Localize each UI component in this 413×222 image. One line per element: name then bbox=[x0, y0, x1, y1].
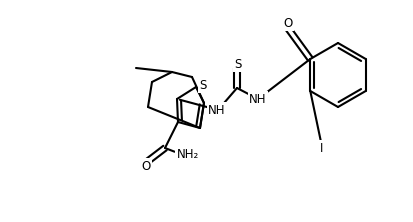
Text: O: O bbox=[141, 159, 150, 172]
Text: NH: NH bbox=[249, 93, 266, 105]
Text: NH: NH bbox=[208, 103, 225, 117]
Text: S: S bbox=[234, 57, 241, 71]
Text: I: I bbox=[320, 141, 323, 155]
Text: O: O bbox=[282, 16, 292, 30]
Text: S: S bbox=[199, 79, 206, 91]
Text: NH₂: NH₂ bbox=[176, 149, 199, 161]
